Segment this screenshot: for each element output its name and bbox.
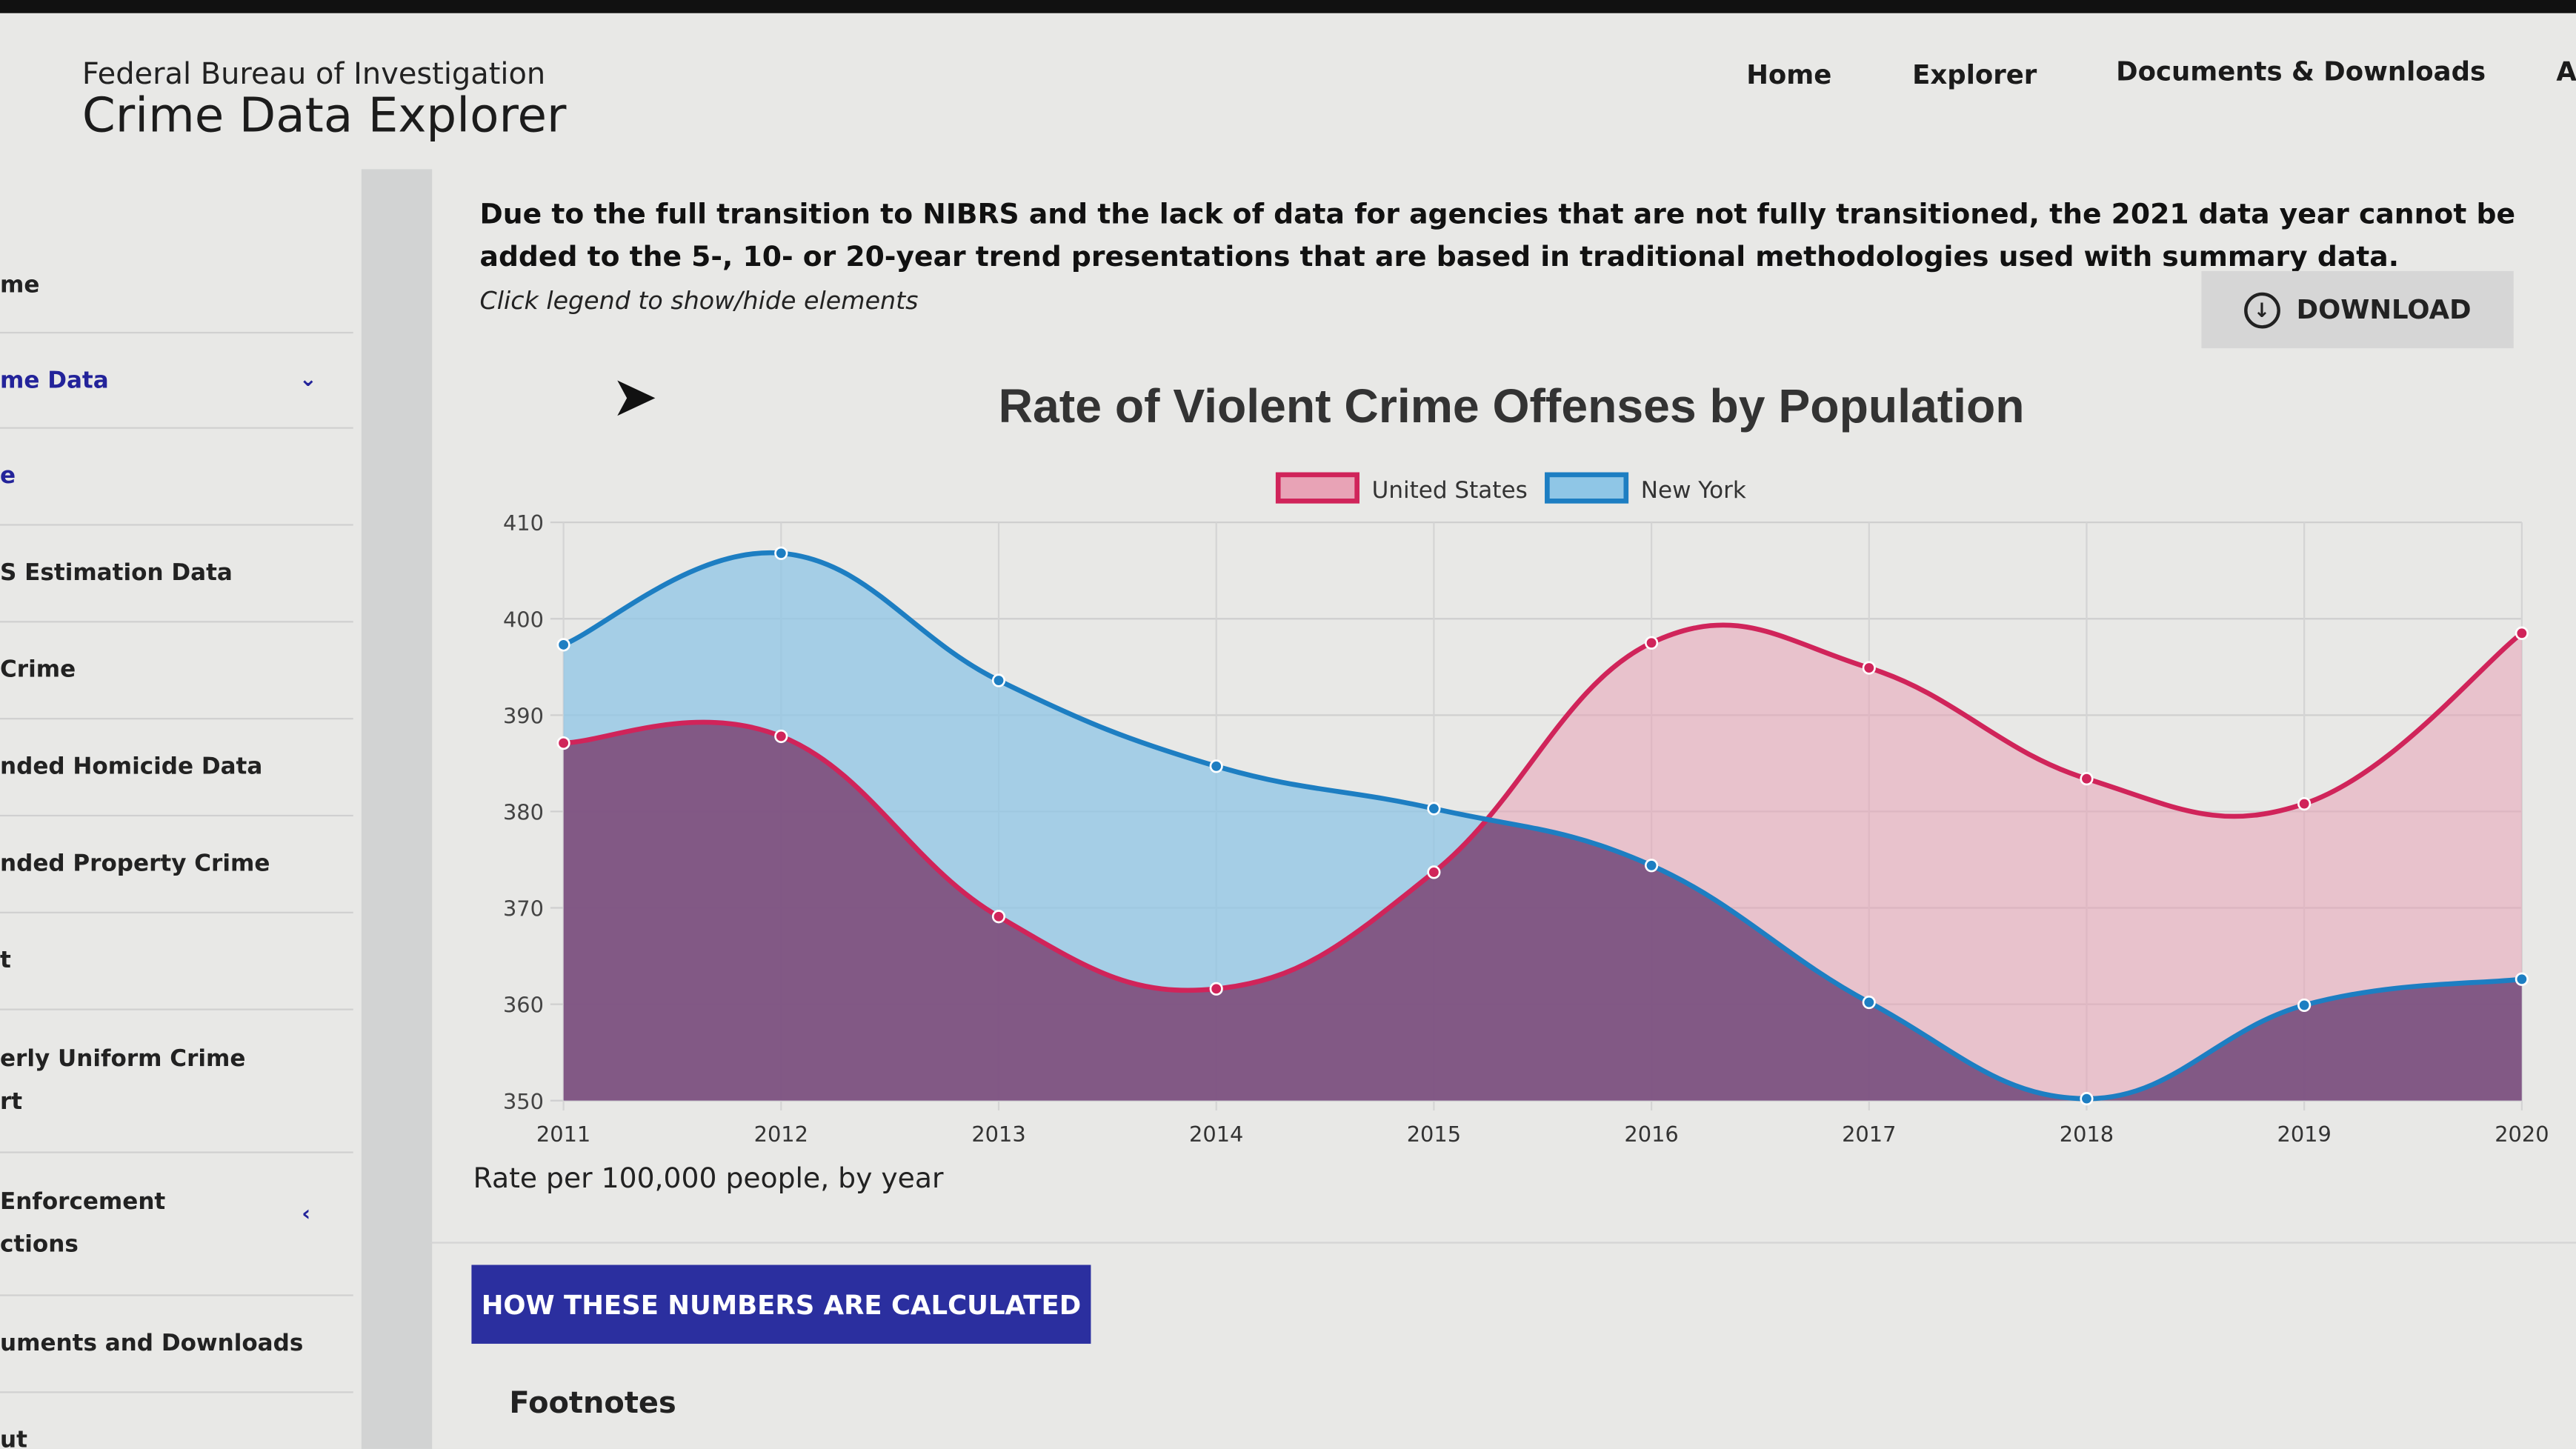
sidebar-item-estimation-data[interactable]: S Estimation Data bbox=[0, 526, 353, 623]
chevron-left-icon[interactable]: ‹ bbox=[302, 1202, 311, 1228]
sidebar-item-label: me bbox=[0, 271, 40, 299]
data-point[interactable] bbox=[1427, 865, 1441, 879]
sidebar-item-label: t bbox=[0, 947, 11, 974]
agency-name: Federal Bureau of Investigation bbox=[81, 57, 546, 93]
sidebar-item-label: nded Homicide Data bbox=[0, 753, 263, 781]
chevron-down-icon[interactable]: ⌄ bbox=[299, 367, 317, 393]
data-point[interactable] bbox=[1427, 802, 1441, 816]
sidebar-item-label: nded Property Crime bbox=[0, 850, 270, 878]
data-point[interactable] bbox=[774, 546, 788, 560]
data-point[interactable] bbox=[1644, 636, 1659, 650]
y-tick-label: 380 bbox=[503, 800, 544, 825]
data-point[interactable] bbox=[2515, 972, 2529, 986]
legend-swatch[interactable] bbox=[1545, 472, 1629, 504]
data-point[interactable] bbox=[2515, 626, 2529, 640]
x-tick-label: 2013 bbox=[971, 1122, 1025, 1147]
sidebar-item-label: ctions bbox=[0, 1232, 79, 1259]
data-point[interactable] bbox=[1862, 995, 1876, 1010]
sidebar-item-label: me Data bbox=[0, 367, 109, 394]
sidebar-item-label: Crime bbox=[0, 657, 76, 684]
y-tick-label: 410 bbox=[503, 510, 544, 536]
x-tick-label: 2018 bbox=[2060, 1122, 2114, 1147]
data-point[interactable] bbox=[1862, 661, 1876, 675]
sidebar-item-about[interactable]: ut bbox=[0, 1393, 353, 1449]
sidebar-item[interactable]: e bbox=[0, 429, 353, 526]
sidebar-item-label: S Estimation Data bbox=[0, 560, 233, 587]
data-point[interactable] bbox=[2080, 1092, 2094, 1106]
sidebar-item-homicide[interactable]: nded Homicide Data bbox=[0, 719, 353, 817]
nav-documents[interactable]: Documents & Downloads bbox=[2116, 56, 2486, 87]
series-line-new-york bbox=[562, 550, 2523, 1102]
sidebar-item-quarterly[interactable]: erly Uniform Crime rt bbox=[0, 1010, 353, 1153]
data-point[interactable] bbox=[774, 729, 788, 744]
x-tick-label: 2011 bbox=[536, 1122, 590, 1147]
data-point[interactable] bbox=[2297, 998, 2312, 1013]
sidebar-item-label: erly Uniform Crime bbox=[0, 1046, 246, 1073]
legend-label[interactable]: New York bbox=[1641, 477, 1746, 504]
sidebar-item-crime-data[interactable]: me Data ⌄ bbox=[0, 333, 353, 429]
data-point[interactable] bbox=[991, 910, 1006, 924]
data-point[interactable] bbox=[1644, 859, 1659, 873]
y-tick-label: 390 bbox=[503, 703, 544, 728]
y-tick-label: 370 bbox=[503, 896, 544, 922]
legend-swatch[interactable] bbox=[1275, 472, 1359, 504]
data-point[interactable] bbox=[1209, 982, 1223, 996]
data-point[interactable] bbox=[991, 673, 1006, 687]
sidebar-item[interactable]: t bbox=[0, 913, 353, 1010]
data-point[interactable] bbox=[556, 736, 570, 750]
x-tick-label: 2015 bbox=[1407, 1122, 1461, 1147]
x-tick-label: 2016 bbox=[1624, 1122, 1678, 1147]
x-tick-label: 2012 bbox=[754, 1122, 808, 1147]
sidebar: me me Data ⌄ e S Estimation Data Crime nd… bbox=[0, 239, 353, 1449]
footnotes-toggle[interactable]: Footnotes bbox=[509, 1386, 676, 1422]
data-point[interactable] bbox=[1209, 759, 1223, 773]
violent-crime-chart: Rate of Violent Crime Offenses by Popula… bbox=[473, 379, 2549, 1194]
download-icon: ↓ bbox=[2243, 291, 2280, 328]
download-button[interactable]: ↓ DOWNLOAD bbox=[2201, 270, 2514, 349]
divider bbox=[430, 1242, 2576, 1244]
sidebar-item[interactable]: me bbox=[0, 239, 353, 334]
y-tick-label: 360 bbox=[503, 993, 544, 1018]
sidebar-item-documents[interactable]: uments and Downloads bbox=[0, 1296, 353, 1393]
chart-title: Rate of Violent Crime Offenses by Popula… bbox=[999, 379, 2025, 433]
x-tick-label: 2019 bbox=[2277, 1122, 2332, 1147]
data-point[interactable] bbox=[556, 638, 570, 652]
top-bar bbox=[0, 0, 2576, 13]
sidebar-gutter bbox=[361, 169, 433, 1449]
sidebar-item-label: ut bbox=[0, 1428, 27, 1449]
x-tick-label: 2014 bbox=[1189, 1122, 1243, 1147]
site-title[interactable]: Crime Data Explorer bbox=[81, 87, 567, 143]
mouse-cursor-icon: ➤ bbox=[610, 364, 659, 430]
data-point[interactable] bbox=[2080, 772, 2094, 786]
legend-hint: Click legend to show/hide elements bbox=[479, 285, 919, 316]
sidebar-item-label: Enforcement bbox=[0, 1189, 166, 1216]
sidebar-item-law-enforcement[interactable]: Enforcement ctions ‹ bbox=[0, 1153, 353, 1296]
sidebar-item-label: uments and Downloads bbox=[0, 1330, 304, 1357]
download-label: DOWNLOAD bbox=[2296, 293, 2472, 326]
nav-explorer[interactable]: Explorer bbox=[1912, 59, 2037, 90]
overlap-fill bbox=[563, 624, 2522, 1101]
how-calculated-button[interactable]: HOW THESE NUMBERS ARE CALCULATED bbox=[471, 1265, 1091, 1344]
nibrs-notice: Due to the full transition to NIBRS and … bbox=[479, 199, 2516, 275]
x-tick-label: 2020 bbox=[2495, 1122, 2549, 1147]
series-line-united-states bbox=[563, 622, 2523, 993]
legend-label[interactable]: United States bbox=[1372, 477, 1528, 504]
x-axis-label: Rate per 100,000 people, by year bbox=[473, 1162, 944, 1194]
sidebar-item-property-crime[interactable]: nded Property Crime bbox=[0, 816, 353, 913]
nav-home[interactable]: Home bbox=[1746, 59, 1832, 90]
data-point[interactable] bbox=[2297, 796, 2312, 811]
x-tick-label: 2017 bbox=[1842, 1122, 1896, 1147]
y-tick-label: 400 bbox=[503, 607, 544, 632]
sidebar-item-label: rt bbox=[0, 1089, 23, 1116]
sidebar-item-label: e bbox=[0, 463, 16, 490]
sidebar-item-crime[interactable]: Crime bbox=[0, 622, 353, 720]
y-tick-label: 350 bbox=[503, 1089, 544, 1114]
nav-more[interactable]: A bbox=[2556, 56, 2576, 87]
